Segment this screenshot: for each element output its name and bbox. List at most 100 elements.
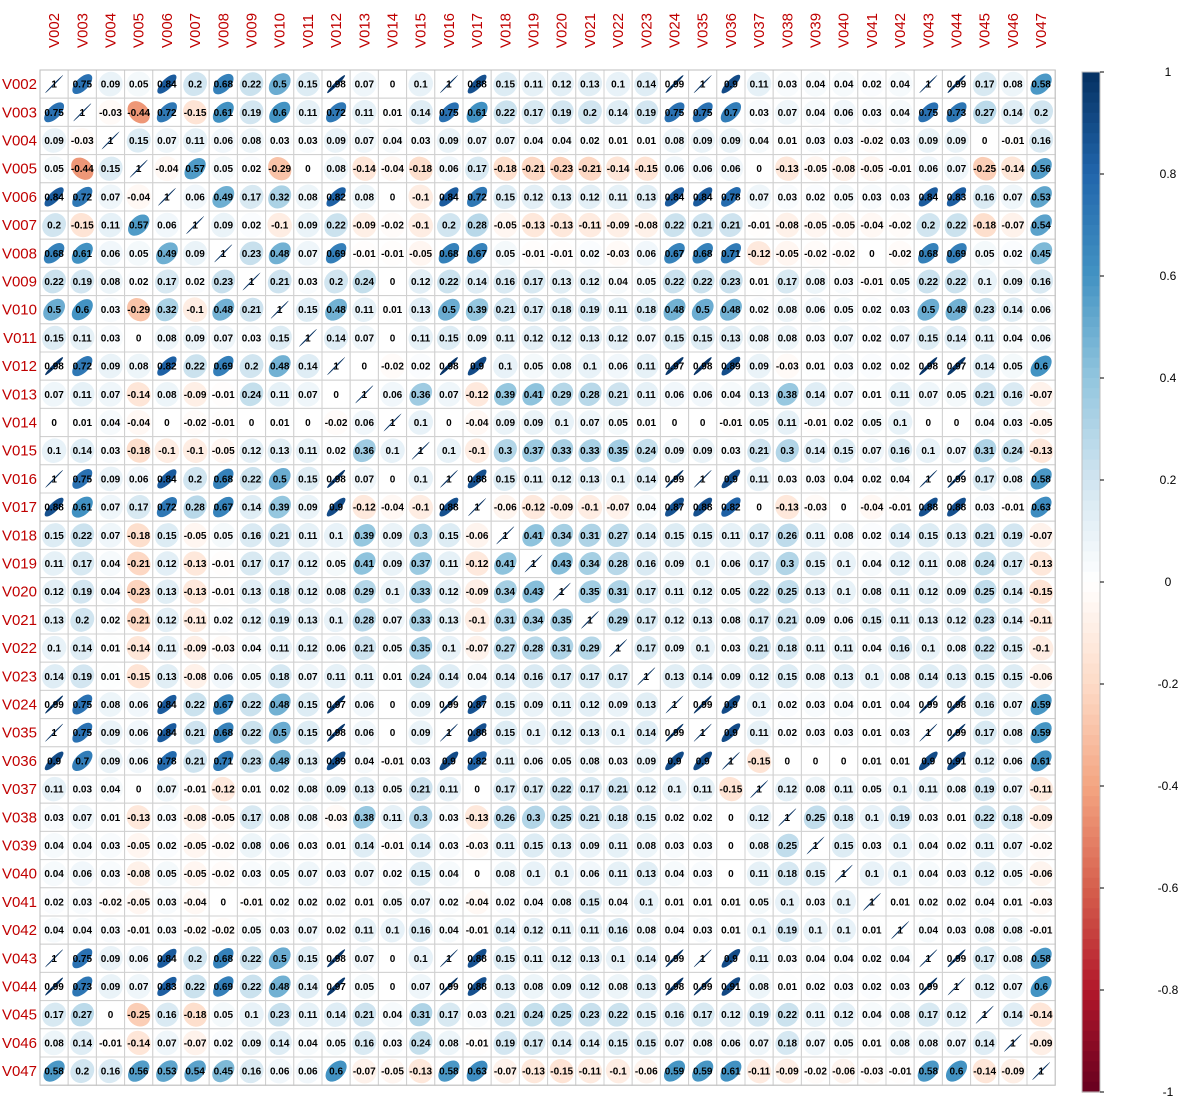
correlation-value: -0.05	[184, 841, 207, 852]
colorbar-tick-label: -0.2	[1158, 677, 1179, 691]
correlation-cell: 0.09	[631, 746, 661, 776]
correlation-cell: 0.04	[913, 915, 943, 945]
correlation-value: -0.05	[776, 249, 799, 260]
correlation-value: 0.1	[865, 813, 879, 824]
correlation-ellipse	[803, 269, 828, 294]
correlation-cell: 0.9	[434, 746, 464, 776]
correlation-value: 0.14	[496, 926, 516, 937]
correlation-cell: 0.05	[998, 351, 1028, 381]
correlation-cell: 0.07	[95, 379, 126, 409]
correlation-value: 0.75	[44, 108, 64, 119]
correlation-value: 0.75	[73, 954, 93, 965]
correlation-cell: -0.1	[406, 182, 436, 212]
correlation-value: 0.67	[467, 249, 487, 260]
correlation-value: 0	[136, 333, 142, 344]
correlation-value: 0.03	[298, 841, 318, 852]
correlation-cell: 0.21	[265, 520, 295, 550]
correlation-cell: 0.03	[772, 182, 802, 212]
correlation-cell: 0.22	[434, 266, 464, 297]
correlation-cell: 0.07	[998, 182, 1028, 212]
correlation-cell: 0.14	[800, 436, 831, 466]
correlation-value: 0.1	[442, 446, 456, 457]
correlation-value: 0.13	[806, 587, 826, 598]
correlation-value: 1	[446, 728, 452, 739]
correlation-cell: 0.12	[688, 577, 718, 607]
correlation-cell: -0.14	[998, 154, 1028, 184]
correlation-cell: 1	[913, 69, 943, 99]
correlation-cell: 0.18	[603, 802, 633, 832]
correlation-value: 0.2	[245, 362, 259, 373]
correlation-value: 0.06	[665, 390, 685, 401]
correlation-value: 0.12	[580, 277, 600, 288]
correlation-cell: 0.27	[970, 97, 1000, 127]
correlation-value: 0.13	[947, 531, 967, 542]
correlation-value: -0.02	[804, 1067, 827, 1078]
correlation-cell: 0.17	[67, 548, 97, 579]
correlation-value: -0.15	[1030, 587, 1053, 598]
correlation-value: 0.07	[1003, 841, 1023, 852]
correlation-value: 0.03	[157, 897, 177, 908]
correlation-value: 0.03	[806, 136, 826, 147]
correlation-value: 0.15	[1003, 644, 1023, 655]
correlation-cell: 0.15	[293, 689, 323, 720]
correlation-value: 0.99	[947, 954, 967, 965]
correlation-value: 0.41	[524, 531, 544, 542]
correlation-ellipse	[351, 71, 377, 97]
correlation-value: 0.03	[101, 926, 121, 937]
correlation-value: 0.03	[101, 305, 121, 316]
correlation-cell: 0.15	[631, 1000, 661, 1030]
correlation-cell: 0.08	[575, 746, 605, 776]
correlation-value: 0.06	[298, 1067, 318, 1078]
correlation-value: -0.01	[1002, 503, 1025, 514]
correlation-value: 0.07	[411, 982, 431, 993]
correlation-cell: 0.22	[913, 266, 943, 297]
correlation-value: 0.88	[467, 474, 487, 485]
correlation-cell: 0.22	[39, 266, 69, 297]
correlation-value: 0.23	[580, 1010, 600, 1021]
correlation-cell: -0.14	[603, 154, 633, 184]
correlation-cell: 0.17	[518, 1028, 549, 1058]
correlation-cell: 0.27	[603, 520, 633, 550]
correlation-value: -0.07	[353, 1067, 376, 1078]
correlation-value: 0.84	[665, 192, 685, 203]
correlation-cell: 0.14	[293, 971, 323, 1002]
correlation-ellipse	[492, 128, 518, 153]
correlation-value: 0.16	[242, 531, 262, 542]
correlation-value: -0.07	[466, 644, 489, 655]
correlation-value: 0.09	[101, 756, 121, 767]
correlation-value: 0.61	[467, 108, 487, 119]
correlation-cell: -0.02	[1026, 830, 1056, 861]
correlation-cell: 0	[39, 407, 69, 438]
correlation-ellipse	[1000, 269, 1026, 294]
correlation-ellipse	[239, 184, 264, 209]
correlation-cell: 0.03	[857, 97, 887, 127]
correlation-value: 1	[756, 785, 762, 796]
correlation-value: -0.02	[804, 249, 827, 260]
correlation-value: 0.07	[101, 503, 121, 514]
correlation-ellipse	[718, 213, 743, 238]
correlation-cell: 0.03	[434, 830, 464, 861]
correlation-cell: 0.04	[716, 379, 746, 409]
correlation-ellipse	[690, 269, 715, 294]
correlation-value: 0.08	[890, 1038, 910, 1049]
correlation-value: 0.31	[496, 615, 516, 626]
correlation-value: 0.14	[355, 841, 375, 852]
correlation-cell: 0.17	[631, 577, 661, 607]
correlation-cell: 0.19	[631, 97, 661, 127]
column-label: V036	[723, 13, 740, 48]
correlation-cell: -0.1	[265, 210, 295, 240]
correlation-cell: 0.82	[152, 351, 182, 381]
correlation-cell: 1	[293, 323, 323, 353]
correlation-value: 0.14	[637, 80, 657, 91]
correlation-value: 0	[390, 277, 396, 288]
correlation-value: 0.88	[947, 503, 967, 514]
row-label: V039	[2, 838, 37, 855]
correlation-cell: 0.99	[941, 718, 972, 748]
correlation-ellipse	[549, 100, 574, 125]
correlation-value: 0.05	[637, 277, 657, 288]
correlation-value: -0.18	[127, 531, 150, 542]
correlation-value: 0.03	[834, 136, 854, 147]
correlation-cell: 0.98	[321, 464, 351, 494]
correlation-cell: 0.01	[95, 661, 126, 691]
correlation-value: 0.01	[383, 108, 403, 119]
